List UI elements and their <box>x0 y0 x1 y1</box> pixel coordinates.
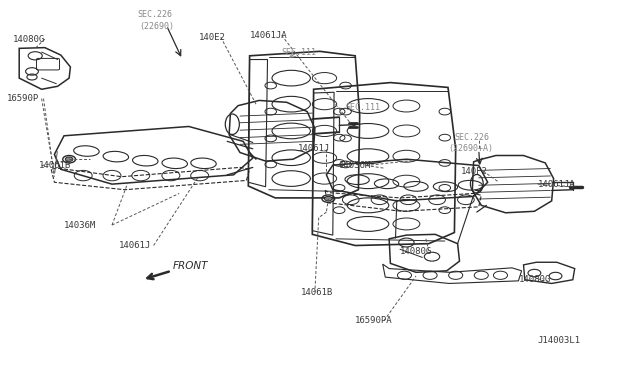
Text: SEC.111: SEC.111 <box>282 48 317 57</box>
Text: 14061B: 14061B <box>301 288 333 296</box>
Text: 14036M: 14036M <box>339 161 371 170</box>
Text: J14003L1: J14003L1 <box>538 336 580 345</box>
Text: 140E2: 140E2 <box>198 33 225 42</box>
Text: 14061JA: 14061JA <box>538 180 575 189</box>
Circle shape <box>65 157 73 161</box>
Text: FRONT: FRONT <box>173 261 208 271</box>
Text: 14080G: 14080G <box>400 247 432 256</box>
Circle shape <box>324 196 332 201</box>
Text: 14061J: 14061J <box>298 144 330 153</box>
Text: 16590P: 16590P <box>6 94 38 103</box>
Text: SEC.111: SEC.111 <box>346 103 381 112</box>
Text: (22690): (22690) <box>140 22 175 31</box>
Text: SEC.226: SEC.226 <box>454 133 490 142</box>
Text: 16590PA: 16590PA <box>355 316 393 325</box>
Text: 140F2: 140F2 <box>461 167 488 176</box>
Text: 14061JA: 14061JA <box>250 31 287 40</box>
Text: 14080G: 14080G <box>518 275 550 284</box>
Text: 14061J: 14061J <box>118 241 150 250</box>
Text: 14036M: 14036M <box>64 221 96 230</box>
Text: (22690+A): (22690+A) <box>448 144 493 153</box>
Text: 14080G: 14080G <box>13 35 45 44</box>
Text: 14061B: 14061B <box>38 161 70 170</box>
Text: SEC.226: SEC.226 <box>138 10 173 19</box>
